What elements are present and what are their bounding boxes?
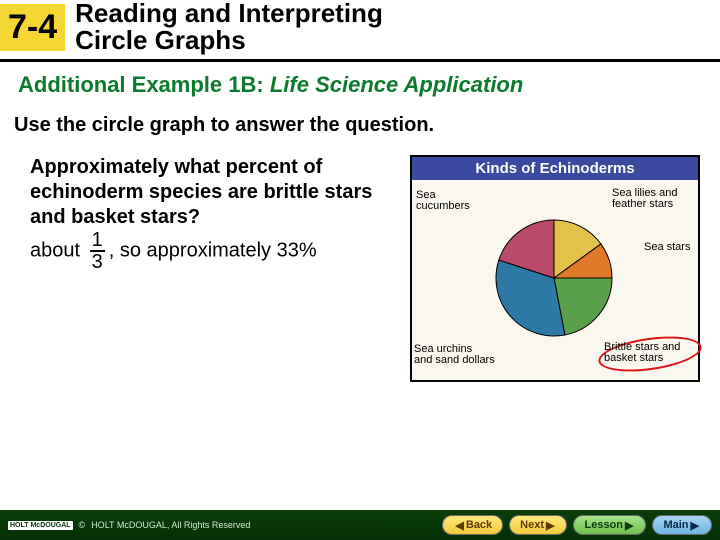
lesson-button[interactable]: Lesson▶ <box>573 515 646 535</box>
section-badge: 7-4 <box>0 4 65 51</box>
back-button[interactable]: ◀Back <box>442 515 503 535</box>
chart-label: Sea stars <box>644 242 690 254</box>
chart-label: Sea lilies andfeather stars <box>612 188 677 211</box>
answer-mid: , so approximately <box>109 239 271 261</box>
page-title: Reading and Interpreting Circle Graphs <box>75 0 383 55</box>
subheading-italic: Life Science Application <box>270 72 523 97</box>
chevron-right-icon: ▶ <box>546 519 554 532</box>
chart-title: Kinds of Echinoderms <box>412 157 698 180</box>
chevron-right-icon: ▶ <box>691 519 699 532</box>
header: 7-4 Reading and Interpreting Circle Grap… <box>0 0 720 62</box>
chart-label: Sea urchinsand sand dollars <box>414 344 495 367</box>
example-subheading: Additional Example 1B: Life Science Appl… <box>18 72 720 98</box>
chevron-right-icon: ▶ <box>625 519 633 532</box>
copyright: HOLT McDOUGAL © HOLT McDOUGAL, All Right… <box>8 520 250 530</box>
chart-body: Seacucumbers Sea lilies andfeather stars S… <box>412 180 698 380</box>
next-label: Next <box>520 519 544 531</box>
next-button[interactable]: Next▶ <box>509 515 567 535</box>
main-button[interactable]: Main▶ <box>652 515 712 535</box>
fraction-numerator: 1 <box>90 230 105 252</box>
title-line1: Reading and Interpreting <box>75 0 383 28</box>
lesson-label: Lesson <box>584 519 623 531</box>
back-label: Back <box>466 519 492 531</box>
copyright-text: HOLT McDOUGAL, All Rights Reserved <box>91 520 250 530</box>
footer-bar: HOLT McDOUGAL © HOLT McDOUGAL, All Right… <box>0 510 720 540</box>
subheading-prefix: Additional Example 1B: <box>18 72 264 97</box>
title-line2: Circle Graphs <box>75 25 246 55</box>
pie-chart <box>494 218 614 338</box>
chart-label: Brittle stars andbasket stars <box>604 342 680 365</box>
answer-end: 33% <box>277 239 317 261</box>
fraction: 1 3 <box>90 230 105 272</box>
instruction-text: Use the circle graph to answer the quest… <box>14 114 720 137</box>
chart-label: Seacucumbers <box>416 190 470 213</box>
chart-container: Kinds of Echinoderms Seacucumbers Sea lil… <box>410 155 700 382</box>
brand-badge: HOLT McDOUGAL <box>8 521 73 530</box>
main-label: Main <box>663 519 688 531</box>
content-row: Approximately what percent of echinoderm… <box>0 155 720 382</box>
fraction-denominator: 3 <box>90 252 105 272</box>
question-block: Approximately what percent of echinoderm… <box>30 155 390 272</box>
chevron-left-icon: ◀ <box>455 519 463 532</box>
answer-pre: about <box>30 239 80 261</box>
question-text: Approximately what percent of echinoderm… <box>30 156 372 228</box>
